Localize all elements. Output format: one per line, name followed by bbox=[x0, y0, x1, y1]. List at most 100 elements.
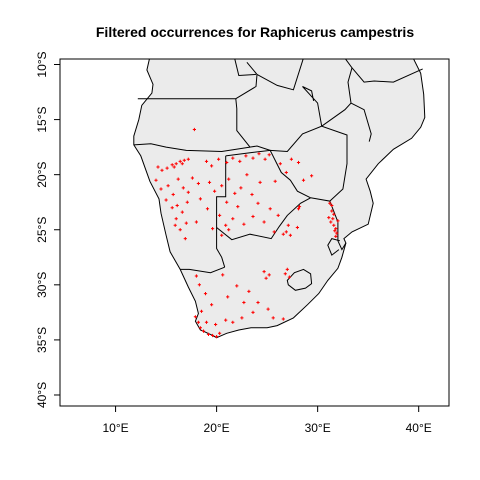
occurrence-point bbox=[210, 164, 214, 168]
country-border-line bbox=[321, 59, 353, 127]
occurrence-point bbox=[154, 178, 158, 182]
occurrence-point bbox=[224, 223, 228, 227]
country-border-line bbox=[225, 149, 311, 199]
occurrence-point bbox=[297, 205, 302, 209]
occurrence-point bbox=[225, 200, 229, 204]
occurrence-point bbox=[332, 223, 336, 227]
occurrence-point bbox=[296, 207, 301, 211]
occurrence-point bbox=[218, 331, 222, 335]
occurrence-point bbox=[196, 181, 200, 186]
occurrence-point bbox=[238, 159, 242, 163]
y-tick-label: 20°S bbox=[35, 162, 49, 188]
y-tick-label: 35°S bbox=[35, 327, 49, 353]
x-axis: 10°E 20°E 30°E 40°E bbox=[102, 406, 432, 435]
occurrence-point bbox=[185, 200, 189, 204]
occurrence-point bbox=[211, 333, 215, 338]
country-border-line bbox=[180, 266, 225, 274]
occurrence-point bbox=[284, 230, 288, 234]
occurrence-point bbox=[178, 159, 182, 163]
country-border-line bbox=[234, 59, 257, 77]
occurrence-point bbox=[328, 201, 332, 205]
occurrence-point bbox=[242, 222, 246, 226]
y-axis: 10°S 15°S 20°S 25°S 30°S 35°S 40°S bbox=[35, 51, 60, 408]
occurrence-point bbox=[203, 292, 208, 296]
y-tick-label: 10°S bbox=[35, 51, 49, 77]
occurrence-point bbox=[284, 170, 288, 175]
occurrence-point bbox=[334, 234, 338, 238]
y-tick-label: 30°S bbox=[35, 272, 49, 298]
occurrence-point bbox=[273, 179, 277, 183]
occurrence-point bbox=[176, 177, 180, 181]
land-polygons bbox=[133, 59, 480, 339]
occurrence-point bbox=[267, 153, 271, 157]
occurrence-point bbox=[256, 300, 260, 305]
occurrence-point bbox=[281, 317, 285, 321]
occurrence-point bbox=[327, 216, 331, 220]
occurrence-point bbox=[196, 320, 200, 324]
occurrence-point bbox=[190, 176, 194, 180]
occurrence-point bbox=[262, 270, 266, 274]
occurrence-point bbox=[220, 233, 224, 237]
occurrence-point bbox=[186, 157, 190, 161]
lesotho-landmass bbox=[286, 268, 313, 291]
occurrence-point bbox=[166, 184, 170, 188]
occurrence-point bbox=[180, 162, 184, 166]
country-border-line bbox=[310, 197, 347, 251]
occurrence-point bbox=[182, 158, 186, 162]
occurrence-point bbox=[170, 163, 174, 167]
occurrence-point bbox=[207, 180, 212, 184]
occurrence-point bbox=[178, 228, 182, 232]
occurrence-point bbox=[278, 162, 282, 166]
occurrence-point bbox=[175, 203, 179, 208]
occurrence-point bbox=[236, 205, 240, 209]
occurrence-point bbox=[156, 165, 160, 169]
occurrence-point bbox=[174, 217, 178, 221]
occurrence-point bbox=[251, 214, 255, 219]
occurrence-point bbox=[221, 273, 225, 277]
occurrence-point bbox=[227, 177, 231, 181]
map-area bbox=[133, 59, 480, 339]
occurrence-point bbox=[257, 152, 261, 156]
occurrence-point bbox=[215, 335, 219, 339]
occurrence-point bbox=[336, 219, 340, 223]
country-border-line bbox=[216, 197, 311, 241]
occurrence-point bbox=[256, 201, 260, 205]
x-tick-label: 10°E bbox=[102, 421, 128, 435]
occurrence-point bbox=[281, 232, 285, 236]
occurrence-point bbox=[160, 168, 164, 172]
occurrence-point bbox=[286, 223, 290, 227]
x-tick-label: 20°E bbox=[204, 421, 230, 435]
occurrence-point bbox=[197, 283, 201, 287]
occurrence-point bbox=[288, 233, 292, 237]
occurrence-point bbox=[226, 295, 230, 299]
occurrence-point bbox=[213, 189, 217, 193]
x-tick-label: 30°E bbox=[305, 421, 331, 435]
occurrence-point bbox=[271, 316, 275, 320]
occurrence-point bbox=[184, 221, 188, 225]
occurrence-point bbox=[267, 273, 271, 277]
occurrence-point bbox=[194, 274, 198, 278]
occurrence-point bbox=[164, 198, 168, 202]
occurrence-point bbox=[233, 191, 237, 195]
country-border-line bbox=[350, 102, 372, 142]
occurrence-point bbox=[173, 223, 177, 227]
occurrence-point bbox=[198, 326, 202, 330]
occurrence-point bbox=[310, 174, 314, 178]
occurrence-point bbox=[227, 228, 231, 232]
occurrence-point bbox=[239, 186, 243, 190]
map-title: Filtered occurrences for Raphicerus camp… bbox=[96, 24, 414, 40]
occurrence-point bbox=[235, 284, 239, 288]
occurrence-point bbox=[186, 190, 190, 194]
occurrence-point bbox=[251, 156, 255, 160]
occurrence-point bbox=[264, 276, 268, 280]
occurrence-point bbox=[240, 316, 244, 320]
occurrence-point bbox=[334, 227, 338, 231]
africa-landmass bbox=[133, 59, 426, 339]
y-tick-label: 40°S bbox=[35, 382, 49, 408]
occurrence-point bbox=[245, 173, 249, 177]
occurrence-point bbox=[296, 160, 301, 165]
occurrence-point bbox=[330, 203, 334, 208]
madagascar-landmass bbox=[452, 87, 480, 236]
occurrence-point bbox=[214, 322, 218, 327]
